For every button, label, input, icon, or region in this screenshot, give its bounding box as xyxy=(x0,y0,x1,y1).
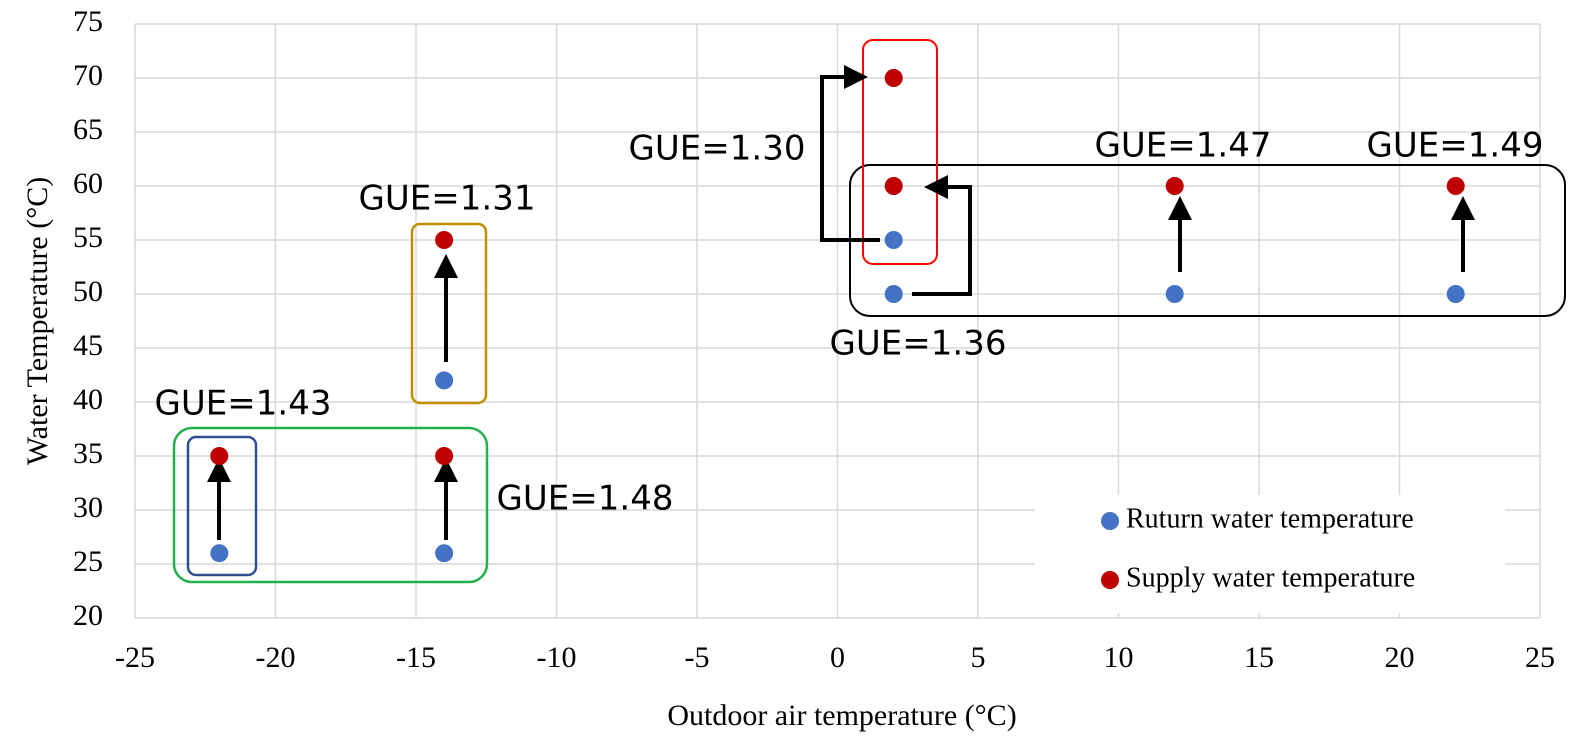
y-tick-label: 55 xyxy=(73,221,103,254)
annotation: GUE=1.48 xyxy=(497,479,674,519)
y-tick-label: 20 xyxy=(73,599,103,632)
x-tick-label: -5 xyxy=(685,641,710,674)
x-tick-label: -20 xyxy=(256,641,296,674)
y-axis-label: Water Temperature (°C) xyxy=(21,177,54,465)
point xyxy=(1165,285,1184,303)
point xyxy=(884,285,903,303)
point xyxy=(435,447,454,465)
annotation: GUE=1.30 xyxy=(629,129,806,169)
point xyxy=(210,544,229,563)
annotation: GUE=1.31 xyxy=(359,179,536,219)
x-tick-label: 25 xyxy=(1525,641,1555,674)
x-tick-label: -25 xyxy=(115,641,155,674)
point xyxy=(435,544,454,563)
x-axis-label: Outdoor air temperature (°C) xyxy=(667,699,1016,732)
point xyxy=(884,231,903,249)
x-tick-label: -15 xyxy=(396,641,436,674)
y-tick-label: 65 xyxy=(73,113,103,146)
annotation: GUE=1.36 xyxy=(830,324,1007,364)
y-tick-label: 30 xyxy=(73,491,103,524)
point xyxy=(884,69,903,87)
x-tick-label: 20 xyxy=(1385,641,1415,674)
y-tick-label: 60 xyxy=(73,167,103,200)
y-tick-label: 50 xyxy=(73,275,103,308)
point xyxy=(1446,285,1465,303)
point xyxy=(210,447,229,465)
x-tick-label: 15 xyxy=(1244,641,1274,674)
x-tick-label: -10 xyxy=(537,641,577,674)
y-tick-label: 40 xyxy=(73,383,103,416)
y-tick-label: 45 xyxy=(73,329,103,362)
x-tick-label: 0 xyxy=(830,641,845,674)
x-tick-label: 5 xyxy=(971,641,986,674)
legend-marker xyxy=(1101,571,1119,589)
legend-marker xyxy=(1101,512,1119,530)
point xyxy=(884,177,903,195)
y-tick-label: 25 xyxy=(73,545,103,578)
annotation-shapes xyxy=(172,39,1566,584)
y-tick-label: 35 xyxy=(73,437,103,470)
annotation: GUE=1.49 xyxy=(1367,126,1544,166)
annotation: GUE=1.47 xyxy=(1095,126,1272,166)
point xyxy=(435,231,454,249)
point xyxy=(435,371,454,390)
y-tick-label: 75 xyxy=(73,5,103,38)
legend-label: Supply water temperature xyxy=(1126,562,1415,593)
x-tick-label: 10 xyxy=(1104,641,1134,674)
point xyxy=(1446,177,1465,195)
y-tick-label: 70 xyxy=(73,59,103,92)
legend-label: Ruturn water temperature xyxy=(1126,503,1414,534)
annotation: GUE=1.43 xyxy=(155,384,332,424)
point xyxy=(1165,177,1184,195)
